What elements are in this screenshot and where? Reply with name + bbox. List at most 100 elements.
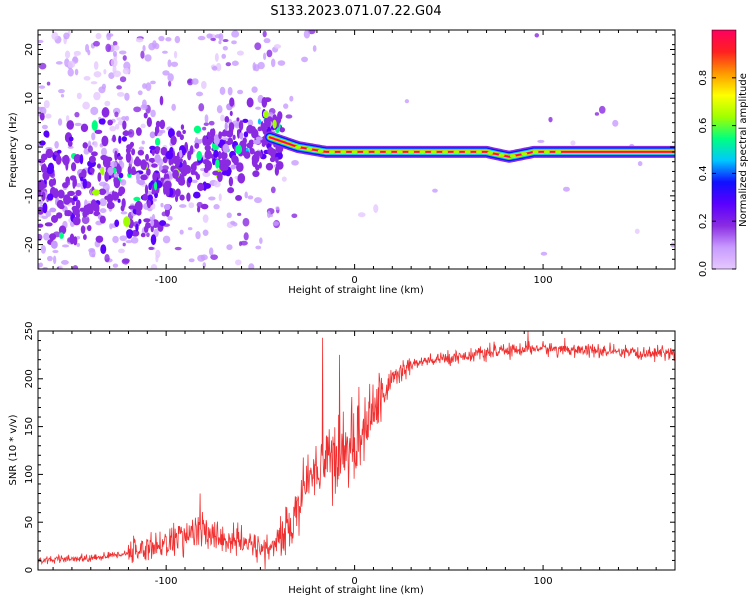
noise-blob — [291, 213, 298, 218]
signal-blob — [272, 119, 277, 129]
noise-blob — [142, 83, 147, 89]
noise-blob — [47, 255, 53, 262]
noise-blob — [594, 112, 600, 116]
noise-blob — [218, 40, 222, 45]
signal-blob — [138, 218, 142, 225]
signal-blob — [66, 120, 75, 130]
signal-blob — [39, 112, 45, 121]
snr-frame — [37, 330, 676, 571]
noise-blob — [74, 122, 82, 127]
signal-blob — [106, 201, 115, 210]
signal-blob — [123, 130, 129, 137]
signal-blob — [100, 167, 105, 176]
signal-blob — [262, 110, 269, 118]
signal-dot — [555, 150, 562, 154]
noise-blob — [237, 212, 242, 217]
signal-blob — [97, 172, 102, 182]
noise-blob — [162, 235, 171, 244]
signal-blob — [263, 97, 272, 103]
noise-blob — [103, 68, 107, 75]
x-tick-label: 0 — [351, 576, 357, 587]
noise-blob — [121, 116, 127, 121]
noise-blob — [230, 220, 236, 225]
signal-blob — [274, 156, 279, 164]
signal-blob — [95, 235, 104, 243]
noise-blob — [141, 99, 147, 109]
signal-blob — [195, 173, 201, 181]
signal-blob — [163, 203, 171, 211]
signal-blob — [248, 139, 255, 146]
signal-blob — [242, 137, 247, 144]
noise-blob — [162, 70, 170, 76]
signal-blob — [224, 115, 230, 123]
signal-blob — [143, 112, 148, 119]
noise-blob — [93, 71, 102, 78]
noise-blob — [226, 212, 232, 219]
noise-blob — [62, 244, 70, 248]
noise-blob — [91, 132, 96, 141]
signal-blob — [147, 194, 154, 202]
noise-blob — [98, 181, 107, 187]
noise-blob — [112, 263, 119, 268]
noise-blob — [301, 56, 308, 63]
signal-blob — [51, 214, 59, 223]
signal-blob — [72, 178, 76, 189]
signal-blob — [44, 222, 53, 227]
signal-blob — [148, 182, 153, 191]
signal-blob — [65, 176, 71, 184]
noise-blob — [251, 86, 258, 93]
signal-blob — [113, 172, 119, 178]
signal-blob — [161, 169, 169, 174]
noise-blob — [124, 92, 130, 101]
noise-blob — [231, 30, 240, 38]
signal-blob — [45, 148, 54, 159]
signal-blob — [88, 155, 96, 163]
signal-blob — [94, 203, 100, 214]
noise-blob — [122, 55, 127, 61]
signal-blob — [136, 172, 140, 183]
noise-blob — [244, 191, 248, 199]
noise-blob — [214, 53, 219, 62]
noise-blob — [285, 114, 293, 119]
signal-dot — [351, 150, 358, 154]
signal-blob — [187, 176, 193, 184]
signal-blob — [42, 202, 48, 214]
noise-blob — [202, 126, 207, 131]
signal-blob — [232, 155, 239, 166]
noise-blob — [210, 254, 218, 260]
signal-blob — [127, 165, 132, 175]
noise-blob — [173, 50, 178, 59]
noise-blob — [150, 109, 156, 118]
noise-blob — [221, 53, 227, 59]
noise-blob — [281, 176, 287, 182]
noise-blob — [247, 195, 254, 200]
signal-blob — [98, 118, 106, 125]
noise-blob — [87, 145, 94, 153]
signal-blob — [133, 196, 141, 202]
noise-blob — [208, 120, 215, 126]
noise-blob — [151, 198, 157, 202]
signal-blob — [150, 234, 157, 246]
colorbar-tick-label: 0.0 — [698, 261, 709, 277]
noise-blob — [219, 86, 226, 96]
signal-blob — [49, 233, 57, 241]
signal-blob — [83, 204, 91, 211]
signal-blob — [221, 170, 228, 176]
signal-blob — [217, 171, 223, 183]
noise-blob — [158, 35, 165, 42]
signal-blob — [193, 191, 201, 199]
signal-blob — [131, 229, 140, 237]
noise-blob — [58, 89, 65, 94]
signal-blob — [181, 146, 187, 156]
signal-blob — [134, 200, 143, 212]
noise-blob — [105, 43, 112, 53]
signal-blob — [86, 224, 92, 232]
noise-blob — [52, 255, 57, 265]
signal-blob — [135, 223, 139, 232]
noise-blob — [73, 50, 81, 56]
signal-blob — [189, 145, 194, 155]
signal-blob — [170, 135, 177, 146]
noise-blob — [197, 35, 206, 41]
